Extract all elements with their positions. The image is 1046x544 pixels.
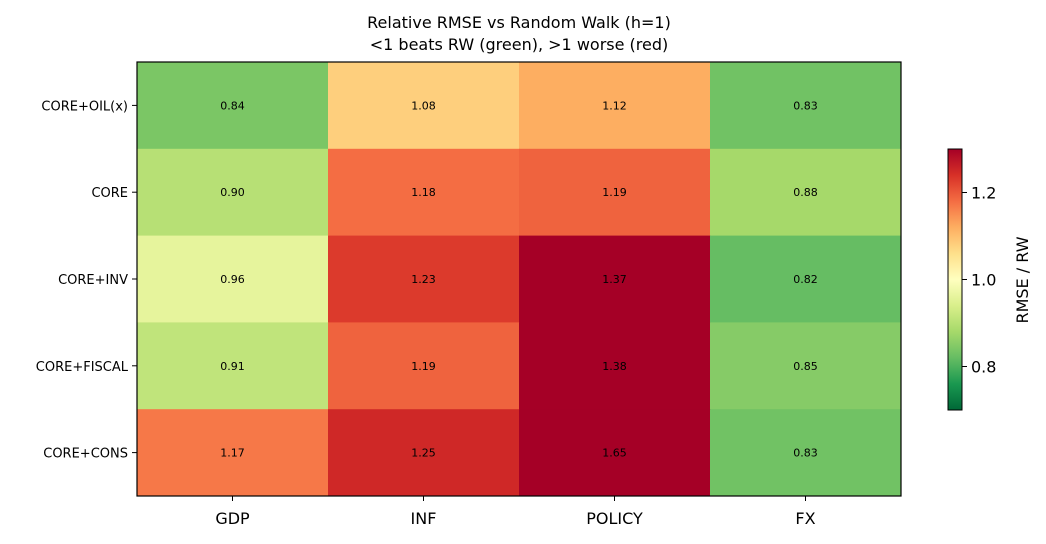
heatmap-cell xyxy=(328,409,520,497)
cell-value-label: 0.91 xyxy=(220,360,245,373)
cell-value-label: 0.83 xyxy=(793,99,818,112)
y-tick-label: CORE+INV xyxy=(58,273,128,288)
y-tick-label: CORE+FISCAL xyxy=(36,360,129,375)
heatmap-cell xyxy=(328,322,520,410)
cell-value-label: 0.90 xyxy=(220,186,245,199)
heatmap-cell xyxy=(519,62,711,150)
cell-value-label: 0.84 xyxy=(220,99,245,112)
cell-value-label: 0.82 xyxy=(793,273,818,286)
cell-value-label: 1.19 xyxy=(411,360,436,373)
y-tick-label: CORE+CONS xyxy=(43,447,128,462)
heatmap-cell xyxy=(519,409,711,497)
cell-value-label: 1.37 xyxy=(602,273,627,286)
colorbar-ticks: 0.8 1.0 1.2 xyxy=(962,184,996,377)
heatmap-cell xyxy=(137,322,329,410)
cell-value-label: 1.25 xyxy=(411,447,436,460)
colorbar-tick-label: 1.2 xyxy=(971,184,996,203)
colorbar-label: RMSE / RW xyxy=(1013,236,1032,323)
cell-value-label: 1.23 xyxy=(411,273,436,286)
x-axis-ticks: GDP INF POLICY FX xyxy=(215,496,816,528)
heatmap-cell xyxy=(328,148,520,237)
cell-value-label: 1.17 xyxy=(220,447,245,460)
cell-value-label: 0.85 xyxy=(793,360,818,373)
heatmap-cell xyxy=(519,322,711,410)
y-axis-ticks: CORE+OIL(x) CORE CORE+INV CORE+FISCAL CORE+C… xyxy=(36,99,137,462)
x-tick-label: GDP xyxy=(215,509,250,528)
heatmap-cell xyxy=(710,235,902,323)
colorbar xyxy=(947,148,963,411)
cell-value-label: 1.12 xyxy=(602,99,627,112)
heatmap-cell xyxy=(710,409,902,497)
cell-value-label: 0.83 xyxy=(793,447,818,460)
heatmap-cell xyxy=(519,148,711,237)
cell-value-label: 0.88 xyxy=(793,186,818,199)
heatmap-cell-labels: 0.84 1.08 1.12 0.83 0.90 1.18 1.19 0.88 0.96 1.23… xyxy=(220,99,818,459)
heatmap-cell xyxy=(710,62,902,150)
y-tick-label: CORE xyxy=(91,186,128,201)
x-tick-label: INF xyxy=(411,509,437,528)
heatmap-cell xyxy=(137,409,329,497)
heatmap-cell xyxy=(137,235,329,323)
cell-value-label: 1.08 xyxy=(411,99,436,112)
chart-title: Relative RMSE vs Random Walk (h=1) xyxy=(367,13,671,32)
heatmap-cell xyxy=(137,62,329,150)
chart-subtitle: <1 beats RW (green), >1 worse (red) xyxy=(370,35,669,54)
y-tick-label: CORE+OIL(x) xyxy=(41,99,128,114)
cell-value-label: 1.19 xyxy=(602,186,627,199)
x-tick-label: POLICY xyxy=(586,509,643,528)
cell-value-label: 1.18 xyxy=(411,186,436,199)
colorbar-tick-label: 1.0 xyxy=(971,271,996,290)
cell-value-label: 1.38 xyxy=(602,360,627,373)
heatmap-cell xyxy=(710,148,902,237)
heatmap-cell xyxy=(328,62,520,150)
heatmap-cells xyxy=(137,62,902,497)
x-tick-label: FX xyxy=(795,509,815,528)
heatmap-cell xyxy=(710,322,902,410)
heatmap-cell xyxy=(328,235,520,323)
heatmap-cell xyxy=(137,148,329,237)
cell-value-label: 1.65 xyxy=(602,447,627,460)
heatmap-cell xyxy=(519,235,711,323)
cell-value-label: 0.96 xyxy=(220,273,245,286)
colorbar-tick-label: 0.8 xyxy=(971,358,996,377)
